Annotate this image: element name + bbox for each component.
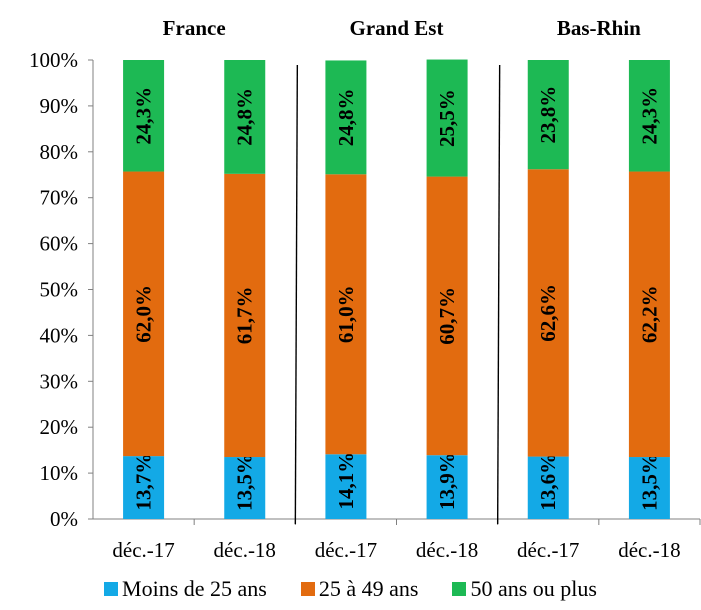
group-title: Bas-Rhin	[557, 16, 641, 40]
legend-item-under-25: Moins de 25 ans	[104, 576, 267, 602]
data-label: 62,0%	[132, 285, 156, 343]
group-separator	[294, 64, 299, 525]
data-label: 14,1%	[334, 452, 358, 510]
group-separator	[496, 64, 501, 525]
x-tick-label: déc.-17	[315, 538, 377, 562]
bar-segment	[426, 176, 468, 456]
x-tick-label: déc.-17	[517, 538, 579, 562]
bar-segment	[123, 456, 165, 519]
data-label: 24,8%	[233, 88, 257, 146]
bar-segment	[123, 171, 165, 457]
y-tick-label: 100%	[29, 48, 78, 72]
legend-item-25-49: 25 à 49 ans	[300, 576, 419, 602]
legend-label-50-plus: 50 ans ou plus	[470, 576, 597, 601]
bar-segment	[426, 455, 468, 519]
bar-segment	[224, 457, 266, 519]
bar-segment	[426, 59, 468, 177]
data-label: 62,6%	[536, 284, 560, 342]
bar-segment	[325, 60, 367, 175]
legend-swatch-under-25	[104, 582, 119, 596]
legend-swatch-25-49	[300, 582, 315, 596]
group-title: France	[163, 16, 226, 40]
x-tick-label: déc.-18	[618, 538, 680, 562]
y-tick-label: 20%	[40, 415, 79, 439]
legend-label-under-25: Moins de 25 ans	[122, 576, 267, 601]
data-label: 13,7%	[132, 453, 156, 511]
bar-segment	[628, 60, 670, 172]
data-label: 61,0%	[334, 285, 358, 343]
legend-item-50-plus: 50 ans ou plus	[452, 576, 597, 602]
legend-swatch-50-plus	[452, 582, 467, 596]
y-tick-label: 10%	[40, 461, 79, 485]
data-label: 61,7%	[233, 287, 257, 345]
group-title: Grand Est	[350, 16, 444, 40]
x-tick-label: déc.-17	[112, 538, 174, 562]
bar-segment	[224, 60, 266, 174]
y-tick-label: 90%	[40, 94, 79, 118]
x-tick-label: déc.-18	[416, 538, 478, 562]
data-label: 13,9%	[435, 452, 459, 510]
legend-label-25-49: 25 à 49 ans	[318, 576, 419, 601]
data-label: 23,8%	[536, 86, 560, 144]
bar-segment	[325, 174, 367, 455]
x-tick-label: déc.-18	[214, 538, 276, 562]
bar-segment	[628, 457, 670, 519]
y-tick-label: 60%	[40, 232, 79, 256]
data-label: 13,6%	[536, 453, 560, 511]
y-tick-label: 80%	[40, 140, 79, 164]
data-label: 62,2%	[637, 285, 661, 343]
bar-segment	[224, 173, 266, 458]
stacked-bar-chart: 0% 10% 20% 30% 40% 50% 60% 70% 80% 90% 100% France 1…	[29, 16, 701, 562]
data-label: 24,3%	[637, 87, 661, 145]
data-label: 24,3%	[132, 87, 156, 145]
bar-segment	[527, 169, 569, 457]
data-label: 24,8%	[334, 89, 358, 147]
bar-segment	[123, 60, 165, 172]
y-tick-label: 40%	[40, 323, 79, 347]
y-tick-label: 0%	[50, 507, 78, 531]
y-tick-label: 70%	[40, 186, 79, 210]
data-label: 25,5%	[435, 89, 459, 147]
data-label: 60,7%	[435, 287, 459, 345]
data-label: 13,5%	[233, 453, 257, 511]
bar-segment	[527, 456, 569, 519]
y-tick-label: 50%	[40, 278, 79, 302]
bar-segment	[527, 60, 569, 170]
bar-segment	[628, 171, 670, 458]
data-label: 13,5%	[637, 453, 661, 511]
legend: Moins de 25 ans 25 à 49 ans 50 ans ou pl…	[0, 576, 701, 602]
y-tick-label: 30%	[40, 369, 79, 393]
bar-segment	[325, 454, 367, 519]
